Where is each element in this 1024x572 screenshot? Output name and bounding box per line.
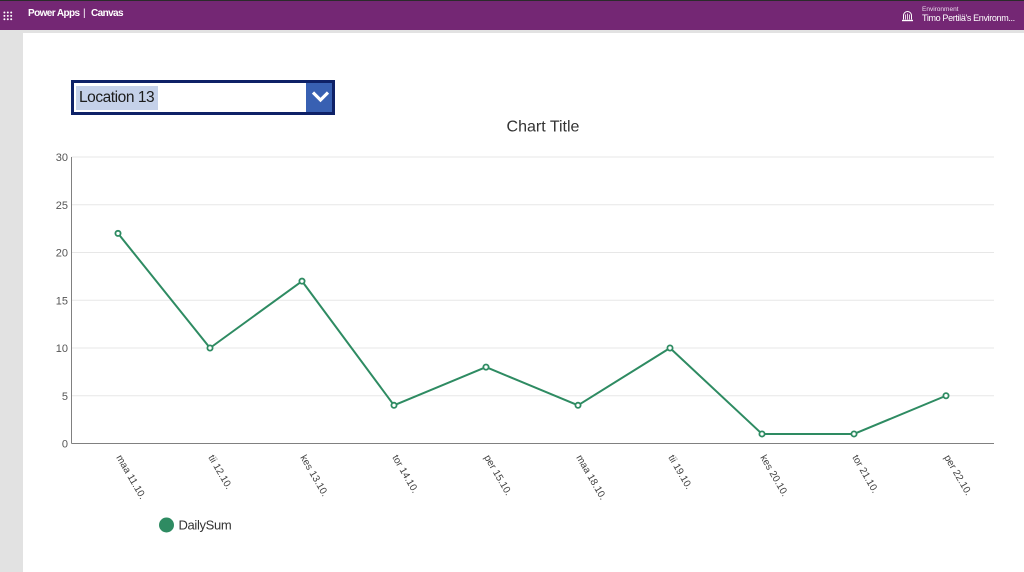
svg-text:0: 0 (62, 439, 68, 451)
svg-text:tor 14.10.: tor 14.10. (389, 453, 420, 495)
svg-text:tii 12.10.: tii 12.10. (205, 453, 233, 491)
svg-text:DailySum: DailySum (179, 518, 232, 533)
svg-text:tor 21.10.: tor 21.10. (849, 453, 880, 495)
svg-text:tii 19.10.: tii 19.10. (665, 453, 693, 491)
svg-text:30: 30 (56, 152, 68, 164)
svg-text:maa 18.10.: maa 18.10. (573, 453, 608, 502)
svg-text:20: 20 (56, 248, 68, 260)
svg-text:5: 5 (62, 391, 68, 403)
svg-text:kes 20.10.: kes 20.10. (757, 453, 790, 498)
svg-text:per 15.10.: per 15.10. (481, 453, 513, 498)
svg-text:Chart Title: Chart Title (507, 119, 580, 136)
svg-text:10: 10 (56, 343, 68, 355)
svg-text:15: 15 (56, 295, 68, 307)
svg-text:per 22.10.: per 22.10. (941, 453, 973, 498)
svg-text:maa 11.10.: maa 11.10. (113, 453, 147, 501)
svg-text:25: 25 (56, 200, 68, 212)
svg-text:kes 13.10.: kes 13.10. (297, 453, 330, 498)
